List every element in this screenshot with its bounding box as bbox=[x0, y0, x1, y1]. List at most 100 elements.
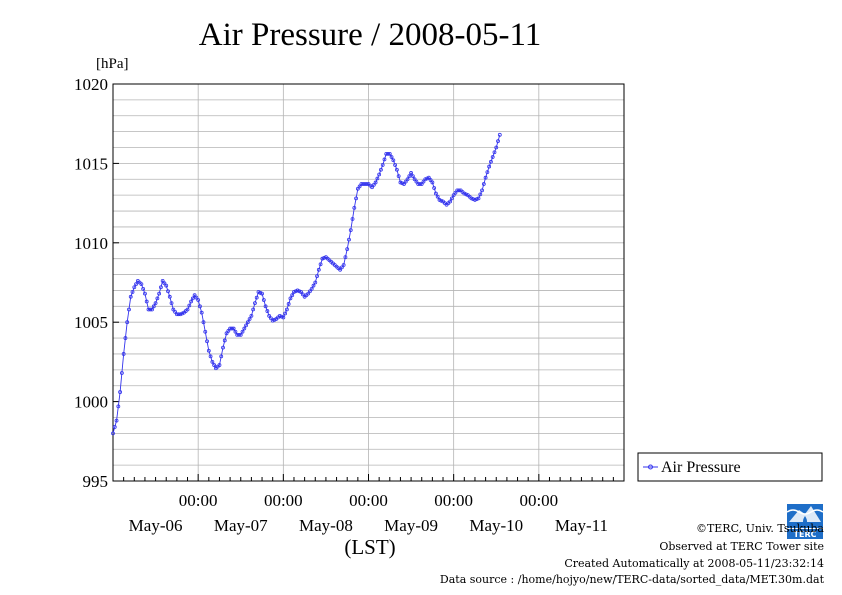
data-point bbox=[159, 285, 163, 290]
data-point bbox=[144, 299, 149, 304]
data-point bbox=[157, 291, 162, 296]
x-tick-label: 00:00 bbox=[264, 491, 303, 510]
data-point bbox=[192, 293, 197, 298]
data-point bbox=[426, 175, 431, 180]
data-point bbox=[407, 174, 412, 179]
data-point bbox=[245, 320, 250, 325]
data-point bbox=[423, 177, 428, 182]
data-point bbox=[150, 307, 154, 312]
data-point bbox=[359, 182, 364, 186]
data-point bbox=[118, 390, 122, 394]
data-point bbox=[284, 307, 289, 312]
data-point bbox=[398, 180, 403, 185]
data-point bbox=[490, 155, 495, 159]
data-point bbox=[171, 307, 176, 312]
data-point bbox=[480, 188, 484, 193]
data-point bbox=[128, 294, 133, 299]
data-point bbox=[308, 289, 312, 294]
data-point bbox=[251, 307, 256, 312]
data-point bbox=[448, 199, 453, 204]
data-point bbox=[299, 290, 303, 294]
x-day-label: May-09 bbox=[384, 516, 438, 535]
data-point bbox=[350, 217, 355, 221]
data-point bbox=[190, 296, 195, 301]
data-point bbox=[403, 179, 408, 184]
data-point bbox=[189, 299, 193, 304]
data-point bbox=[290, 293, 295, 298]
data-point bbox=[309, 286, 314, 291]
data-point bbox=[419, 182, 424, 186]
data-point bbox=[371, 182, 376, 187]
data-point bbox=[457, 188, 461, 193]
data-point bbox=[306, 291, 311, 296]
data-point bbox=[377, 172, 382, 177]
data-point bbox=[198, 304, 202, 309]
data-point bbox=[492, 150, 497, 155]
y-tick-label: 1015 bbox=[74, 154, 108, 173]
data-point bbox=[205, 339, 209, 344]
data-point bbox=[151, 304, 156, 309]
data-point bbox=[451, 193, 456, 198]
data-point bbox=[203, 329, 208, 334]
data-point bbox=[412, 177, 417, 182]
terc-logo: TERC bbox=[785, 502, 825, 540]
data-point bbox=[361, 182, 366, 186]
data-point bbox=[201, 320, 206, 325]
data-point bbox=[249, 313, 254, 318]
data-point bbox=[196, 298, 201, 302]
data-point bbox=[485, 170, 490, 175]
data-point bbox=[261, 298, 266, 302]
data-point bbox=[400, 181, 405, 186]
data-point bbox=[297, 289, 302, 294]
credit-source: Data source : /home/hojyo/new/TERC-data/… bbox=[439, 573, 824, 586]
data-point bbox=[293, 289, 298, 294]
data-point bbox=[123, 336, 128, 340]
data-point bbox=[347, 237, 351, 242]
data-point bbox=[254, 295, 259, 300]
data-point bbox=[148, 307, 153, 312]
data-point bbox=[247, 317, 252, 321]
data-point bbox=[418, 182, 422, 186]
data-point bbox=[237, 332, 241, 337]
data-point bbox=[121, 352, 126, 356]
logo-text: TERC bbox=[794, 530, 817, 539]
data-point bbox=[288, 296, 293, 301]
x-axis: 00:00 00:00 00:00 00:00 00:00 May-06 May-07 May… bbox=[123, 474, 614, 535]
data-point bbox=[315, 274, 319, 279]
data-point bbox=[206, 348, 211, 353]
data-point bbox=[410, 174, 415, 179]
data-point bbox=[455, 188, 460, 193]
data-point bbox=[432, 186, 437, 190]
data-point bbox=[355, 186, 360, 191]
data-point bbox=[462, 191, 467, 196]
x-axis-label: (LST) bbox=[344, 535, 395, 559]
x-day-label: May-07 bbox=[214, 516, 268, 535]
data-point bbox=[277, 313, 282, 318]
data-point bbox=[155, 296, 160, 301]
data-point bbox=[316, 267, 321, 272]
data-point bbox=[437, 198, 442, 202]
data-point bbox=[233, 329, 238, 334]
y-tick-label: 1000 bbox=[74, 393, 108, 412]
data-point bbox=[173, 309, 178, 314]
data-point bbox=[453, 190, 458, 195]
data-point bbox=[222, 338, 227, 343]
data-point bbox=[180, 311, 185, 316]
data-point bbox=[224, 331, 229, 336]
x-day-label: May-08 bbox=[299, 516, 353, 535]
series-air-pressure bbox=[111, 132, 502, 436]
data-point bbox=[174, 312, 179, 317]
y-tick-label: 995 bbox=[83, 472, 109, 491]
data-point bbox=[379, 167, 383, 172]
data-point bbox=[162, 281, 167, 286]
data-point bbox=[212, 363, 217, 367]
data-point bbox=[489, 159, 493, 164]
data-point bbox=[338, 267, 343, 272]
data-point bbox=[391, 158, 396, 163]
data-point bbox=[226, 329, 231, 333]
data-point bbox=[263, 304, 268, 309]
data-point bbox=[272, 317, 277, 322]
data-point bbox=[265, 309, 270, 313]
data-point bbox=[208, 354, 213, 359]
